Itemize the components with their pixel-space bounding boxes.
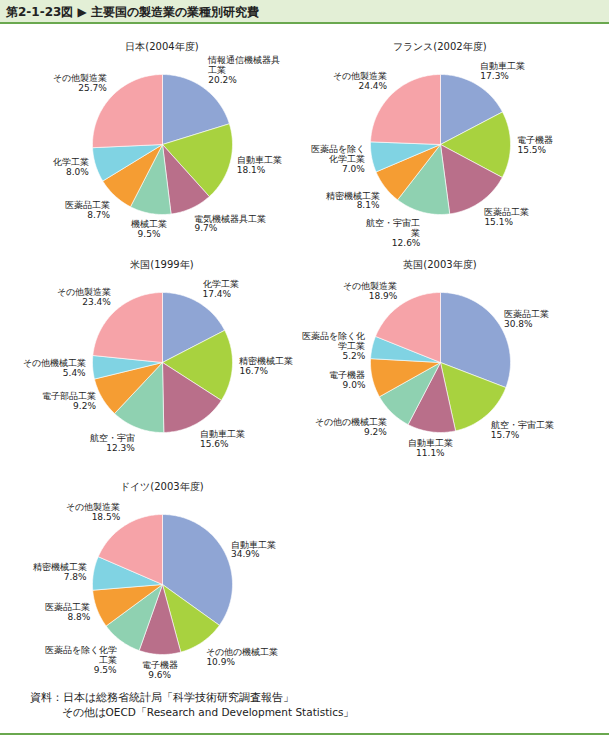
svg-text:自動車工業11.1%: 自動車工業11.1%: [408, 438, 453, 458]
svg-text:その他製造業25.7%: その他製造業25.7%: [53, 73, 107, 93]
html-text:資料：日本は総務省統計局「科学技術研究調査報告」: 資料：日本は総務省統計局「科学技術研究調査報告」: [30, 691, 294, 703]
svg-text:その他機械工業5.4%: その他機械工業5.4%: [23, 358, 86, 378]
svg-text:電子機器9.0%: 電子機器9.0%: [329, 370, 365, 390]
svg-text:自動車工業17.3%: 自動車工業17.3%: [480, 61, 525, 81]
svg-text:電子機器15.5%: 電子機器15.5%: [517, 135, 553, 155]
svg-text:自動車工業15.6%: 自動車工業15.6%: [200, 429, 245, 449]
svg-text:航空・宇宙工業12.6%: 航空・宇宙工業12.6%: [366, 218, 420, 248]
svg-text:医薬品工業8.8%: 医薬品工業8.8%: [45, 602, 90, 622]
svg-text:医薬品工業8.7%: 医薬品工業8.7%: [65, 200, 110, 220]
svg-text:航空・宇宙12.3%: 航空・宇宙12.3%: [90, 433, 135, 453]
svg-text:その他の機械工業9.2%: その他の機械工業9.2%: [315, 417, 387, 437]
svg-text:機械工業9.5%: 機械工業9.5%: [131, 219, 167, 239]
html-text:日本(2004年度): 日本(2004年度): [125, 41, 199, 52]
svg-text:自動車工業34.9%: 自動車工業34.9%: [231, 540, 276, 560]
svg-text:その他製造業18.9%: その他製造業18.9%: [343, 281, 397, 301]
svg-text:化学工業17.4%: 化学工業17.4%: [203, 279, 239, 299]
html-text:その他はOECD「Research and Developm: その他はOECD「Research and Development Statis…: [61, 706, 355, 718]
svg-text:その他の機械工業10.9%: その他の機械工業10.9%: [206, 647, 278, 667]
svg-text:精密機械工業8.1%: 精密機械工業8.1%: [326, 191, 380, 211]
svg-text:自動車工業18.1%: 自動車工業18.1%: [237, 155, 282, 175]
svg-text:情報通信機械器具工業20.2%: 情報通信機械器具工業20.2%: [207, 55, 280, 85]
svg-text:電気機械器具工業9.7%: 電気機械器具工業9.7%: [194, 214, 266, 234]
html-text:ドイツ(2003年度): ドイツ(2003年度): [120, 481, 204, 492]
html-text:フランス(2002年度): フランス(2002年度): [393, 41, 487, 52]
svg-text:その他製造業24.4%: その他製造業24.4%: [333, 71, 387, 91]
svg-text:医薬品工業15.1%: 医薬品工業15.1%: [484, 207, 529, 227]
svg-text:医薬品工業30.8%: 医薬品工業30.8%: [504, 309, 549, 329]
html-text:第2-1-23図 ▶ 主要国の製造業の業種別研究費: 第2-1-23図 ▶ 主要国の製造業の業種別研究費: [6, 5, 259, 19]
html-text:米国(1999年): 米国(1999年): [130, 259, 194, 270]
svg-text:その他製造業23.4%: その他製造業23.4%: [57, 287, 111, 307]
svg-text:医薬品を除く化学工業9.5%: 医薬品を除く化学工業9.5%: [45, 645, 117, 675]
svg-text:医薬品を除く化学工業5.2%: 医薬品を除く化学工業5.2%: [302, 331, 365, 361]
svg-text:精密機械工業16.7%: 精密機械工業16.7%: [239, 356, 293, 376]
svg-text:電子部品工業9.2%: 電子部品工業9.2%: [42, 391, 96, 411]
svg-text:その他製造業18.5%: その他製造業18.5%: [66, 502, 120, 522]
html-text:英国(2003年度): 英国(2003年度): [403, 259, 477, 270]
svg-text:医薬品を除く化学工業7.0%: 医薬品を除く化学工業7.0%: [311, 144, 365, 174]
svg-text:精密機械工業7.8%: 精密機械工業7.8%: [33, 562, 87, 582]
svg-text:電子機器9.6%: 電子機器9.6%: [142, 660, 178, 680]
svg-text:化学工業8.0%: 化学工業8.0%: [53, 157, 89, 177]
svg-text:航空・宇宙工業15.7%: 航空・宇宙工業15.7%: [491, 420, 554, 440]
